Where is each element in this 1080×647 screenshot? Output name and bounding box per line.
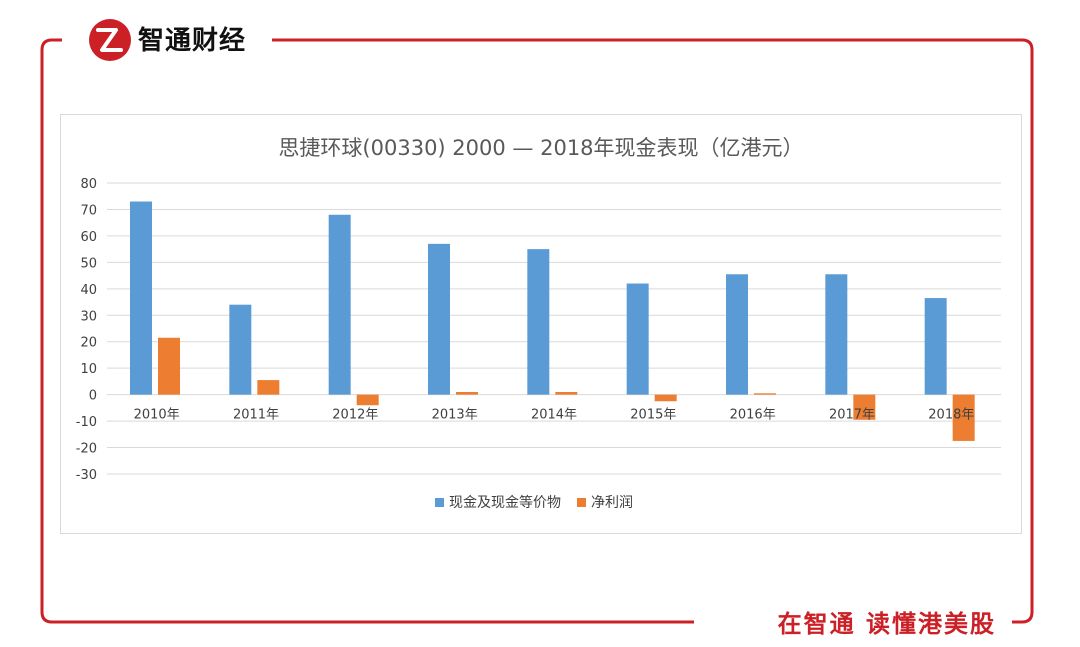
frame-top-right-line xyxy=(272,38,1034,624)
profit-bar xyxy=(853,394,876,420)
cash-bar xyxy=(825,274,848,395)
y-tick-label: -10 xyxy=(76,415,97,430)
profit-bar xyxy=(456,391,478,395)
x-tick-label: 2013年 xyxy=(432,408,478,423)
profit-bar xyxy=(754,393,776,395)
logo-icon xyxy=(89,19,131,61)
profit-bar xyxy=(654,394,677,402)
x-tick-label: 2016年 xyxy=(730,408,776,423)
profit-bar xyxy=(257,380,280,395)
y-tick-label: -20 xyxy=(76,442,97,457)
y-tick-label: 70 xyxy=(80,203,97,218)
y-tick-label: 50 xyxy=(80,256,97,271)
profit-bar xyxy=(356,394,379,406)
y-tick-label: 80 xyxy=(80,177,97,192)
cash-bar xyxy=(726,274,748,395)
x-tick-label: 2011年 xyxy=(233,408,279,423)
legend-swatch-cash xyxy=(435,498,444,507)
profit-bar xyxy=(952,394,975,441)
cash-bar xyxy=(924,298,947,395)
profit-bar xyxy=(158,337,180,395)
chart-title: 思捷环球(00330) 2000 — 2018年现金表现（亿港元） xyxy=(278,136,803,160)
profit-bar xyxy=(555,391,578,395)
cash-bar xyxy=(626,283,649,395)
cash-bar xyxy=(328,214,351,395)
x-tick-label: 2010年 xyxy=(134,408,180,423)
legend-label-profit: 净利润 xyxy=(591,495,633,511)
y-tick-label: 10 xyxy=(80,362,97,377)
x-tick-label: 2018年 xyxy=(928,408,974,423)
y-tick-label: 0 xyxy=(89,389,97,404)
y-tick-label: -30 xyxy=(76,468,97,483)
x-tick-label: 2017年 xyxy=(829,408,875,423)
legend-swatch-profit xyxy=(577,498,586,507)
x-tick-label: 2015年 xyxy=(630,408,676,423)
legend-label-cash: 现金及现金等价物 xyxy=(449,494,561,511)
y-tick-label: 60 xyxy=(80,230,97,245)
cash-bar xyxy=(229,304,252,395)
footer-slogan: 在智通 读懂港美股 xyxy=(777,610,996,638)
cash-bar xyxy=(428,243,450,395)
y-tick-label: 40 xyxy=(80,283,97,298)
chart-area: 思捷环球(00330) 2000 — 2018年现金表现（亿港元） 80 70 60 5… xyxy=(60,114,1022,534)
brand-name: 智通财经 xyxy=(138,26,247,56)
x-tick-label: 2014年 xyxy=(531,408,577,423)
cash-bar xyxy=(130,201,152,395)
cash-bar xyxy=(527,249,550,395)
bar-chart: 思捷环球(00330) 2000 — 2018年现金表现（亿港元） 80 70 60 5… xyxy=(76,136,1001,511)
frame-top-left-line xyxy=(40,38,694,624)
x-tick-label: 2012年 xyxy=(332,408,378,423)
y-tick-label: 20 xyxy=(80,336,97,351)
y-tick-label: 30 xyxy=(80,309,97,324)
